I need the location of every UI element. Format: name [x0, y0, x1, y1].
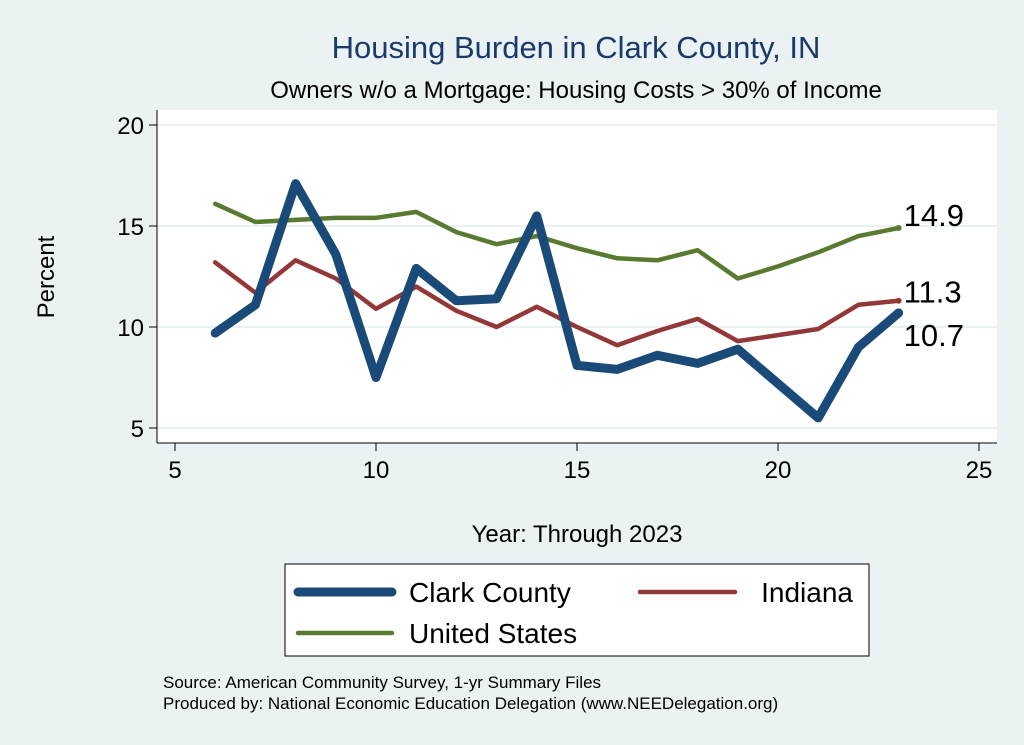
end-point-clark-county: [895, 309, 902, 316]
chart-title: Housing Burden in Clark County, IN: [332, 30, 821, 65]
end-label-indiana: 11.3: [904, 275, 962, 310]
chart-subtitle: Owners w/o a Mortgage: Housing Costs > 3…: [270, 77, 882, 104]
end-labels: 10.7 11.3 14.9: [904, 198, 964, 353]
end-point-indiana: [895, 297, 902, 304]
y-axis-label: Percent: [33, 235, 60, 318]
x-tick-label-15: 15: [564, 457, 591, 484]
x-tick-label-20: 20: [765, 457, 792, 484]
series-line-united-states: [212, 201, 901, 281]
source-line: Source: American Community Survey, 1-yr …: [163, 673, 601, 692]
gridlines: [157, 124, 997, 429]
legend-label-clark-county: Clark County: [409, 577, 571, 608]
legend-label-united-states: United States: [409, 618, 577, 649]
y-tick-label-5: 5: [131, 416, 144, 443]
legend-box: [284, 563, 870, 657]
plot-area: [157, 110, 997, 443]
series-line-indiana: [212, 258, 901, 348]
series-line-clark-county: [210, 179, 904, 423]
legend: Clark County Indiana United States: [293, 577, 853, 649]
y-tick-label-10: 10: [117, 315, 144, 342]
series-lines: [210, 179, 904, 423]
x-tick-label-25: 25: [966, 457, 993, 484]
x-tick-label-5: 5: [168, 457, 181, 484]
x-tick-label-10: 10: [363, 457, 390, 484]
legend-label-indiana: Indiana: [761, 577, 853, 608]
x-ticks: 5 10 15 20 25: [168, 443, 992, 484]
y-tick-label-20: 20: [117, 113, 144, 140]
end-label-clark-county: 10.7: [904, 318, 964, 353]
y-tick-label-15: 15: [117, 214, 144, 241]
end-label-united-states: 14.9: [904, 198, 964, 233]
produced-by-line: Produced by: National Economic Education…: [163, 694, 778, 713]
end-point-united-states: [895, 225, 902, 232]
x-axis-label: Year: Through 2023: [472, 521, 683, 548]
y-ticks: 5 10 15 20: [117, 113, 157, 443]
